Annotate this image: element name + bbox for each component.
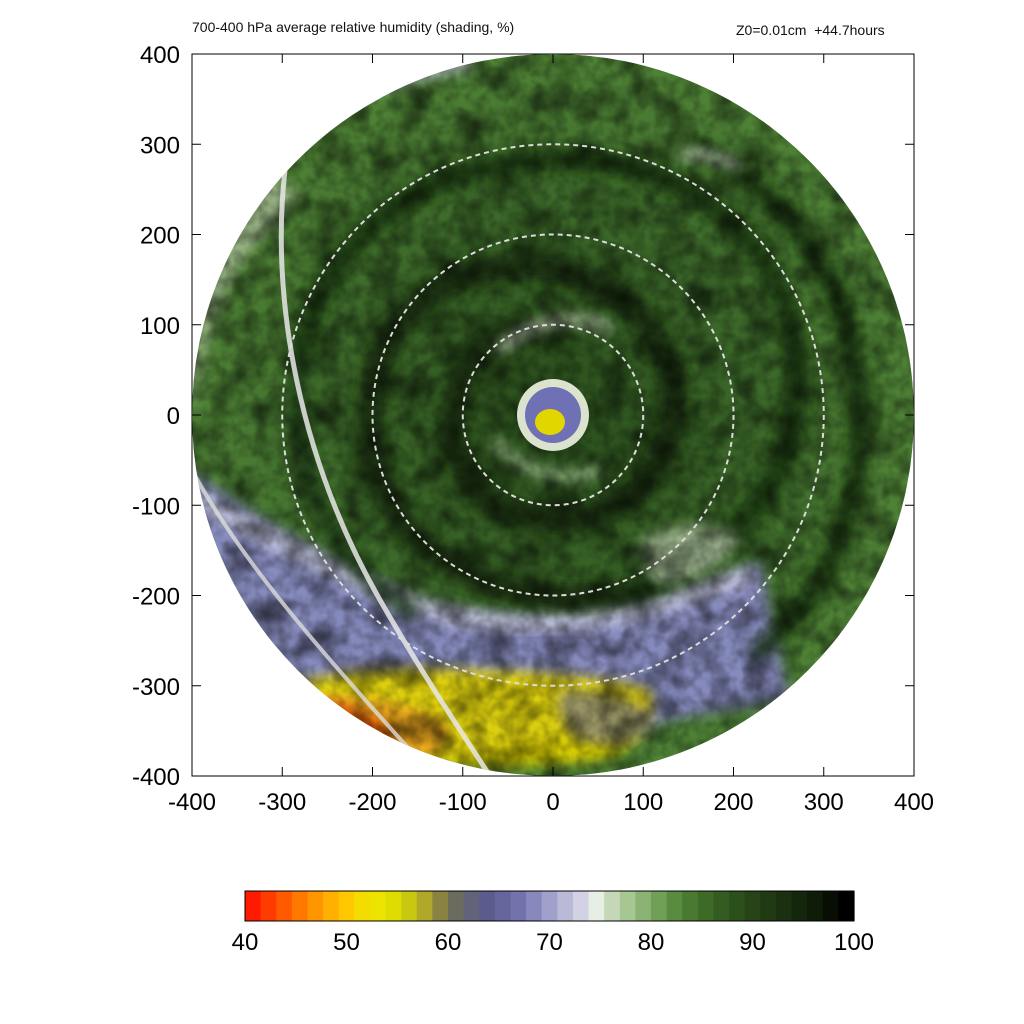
- range-ring-200: [371, 233, 735, 597]
- colorbar-swatch: [760, 891, 777, 921]
- run-info: Z0=0.01cm +44.7hours: [736, 22, 885, 38]
- colorbar-swatch: [713, 891, 730, 921]
- colorbar-swatch: [588, 891, 605, 921]
- colorbar-tick-label: 100: [834, 929, 874, 956]
- colorbar-swatch: [416, 891, 433, 921]
- colorbar-swatch: [401, 891, 418, 921]
- range-ring-300: [281, 143, 825, 687]
- colorbar: [244, 890, 855, 922]
- colorbar-swatch: [619, 891, 636, 921]
- colorbar-tick-label: 40: [232, 929, 259, 956]
- colorbar-swatch: [604, 891, 621, 921]
- x-tick-label: -100: [439, 789, 487, 816]
- colorbar-swatch: [682, 891, 699, 921]
- colorbar-swatch: [245, 891, 262, 921]
- colorbar-swatch: [323, 891, 340, 921]
- colorbar-swatch: [338, 891, 355, 921]
- colorbar-swatch: [432, 891, 449, 921]
- x-tick-label: 400: [894, 789, 934, 816]
- range-ring-100: [461, 323, 645, 507]
- colorbar-swatch: [775, 891, 793, 921]
- colorbar-swatch: [635, 891, 652, 921]
- colorbar-swatch: [822, 891, 839, 921]
- x-tick-label: 200: [713, 789, 753, 816]
- chart-title: 700-400 hPa average relative humidity (s…: [192, 19, 515, 35]
- y-tick-label: -300: [132, 674, 180, 701]
- colorbar-swatch: [369, 891, 387, 921]
- colorbar-swatch: [463, 891, 480, 921]
- x-axis: -400 -300 -200 -100 0 100 200 300 400: [168, 54, 934, 816]
- x-tick-label: 100: [623, 789, 663, 816]
- y-tick-label: 400: [140, 42, 180, 69]
- colorbar-swatch: [807, 891, 824, 921]
- colorbar-swatch: [448, 891, 465, 921]
- colorbar-tick-label: 60: [435, 929, 462, 956]
- colorbar-swatch: [526, 891, 543, 921]
- y-tick-label: -200: [132, 584, 180, 611]
- y-tick-label: 100: [140, 313, 180, 340]
- colorbar-swatch: [541, 891, 558, 921]
- colorbar-tick-label: 50: [333, 929, 360, 956]
- colorbar-swatch: [260, 891, 277, 921]
- x-tick-label: -400: [168, 789, 216, 816]
- colorbar-swatch: [557, 891, 574, 921]
- x-tick-label: 0: [546, 789, 559, 816]
- x-tick-label: 300: [804, 789, 844, 816]
- colorbar-swatch: [385, 891, 402, 921]
- colorbar-tick-label: 70: [536, 929, 563, 956]
- track-line-1: [278, 169, 493, 776]
- colorbar-swatch: [291, 891, 309, 921]
- colorbar-swatch: [572, 891, 590, 921]
- colorbar-swatch: [791, 891, 808, 921]
- range-rings: [281, 143, 825, 687]
- track-line-2: [192, 469, 412, 752]
- colorbar-tick-label: 80: [638, 929, 665, 956]
- x-tick-label: -200: [348, 789, 396, 816]
- colorbar-swatch: [744, 891, 761, 921]
- y-tick-label: -100: [132, 493, 180, 520]
- colorbar-swatch: [838, 891, 855, 921]
- y-tick-label: -400: [132, 764, 180, 791]
- y-tick-label: 300: [140, 132, 180, 159]
- colorbar-swatch: [729, 891, 746, 921]
- eye-core: [535, 409, 565, 435]
- colorbar-swatch: [697, 891, 715, 921]
- colorbar-swatch: [479, 891, 496, 921]
- x-tick-label: -300: [258, 789, 306, 816]
- y-axis: -400 -300 -200 -100 0 100 200 300 400: [132, 42, 914, 791]
- y-tick-label: 200: [140, 223, 180, 250]
- colorbar-swatch: [494, 891, 512, 921]
- y-tick-label: 0: [167, 403, 180, 430]
- colorbar-labels: 40 50 60 70 80 90 100: [232, 929, 874, 956]
- colorbar-swatch: [510, 891, 527, 921]
- colorbar-swatch: [354, 891, 371, 921]
- colorbar-swatch: [651, 891, 668, 921]
- colorbar-tick-label: 90: [739, 929, 766, 956]
- colorbar-swatch: [307, 891, 324, 921]
- colorbar-swatch: [666, 891, 683, 921]
- humidity-field: [192, 54, 914, 776]
- colorbar-frame: [244, 890, 855, 922]
- colorbar-swatch: [276, 891, 293, 921]
